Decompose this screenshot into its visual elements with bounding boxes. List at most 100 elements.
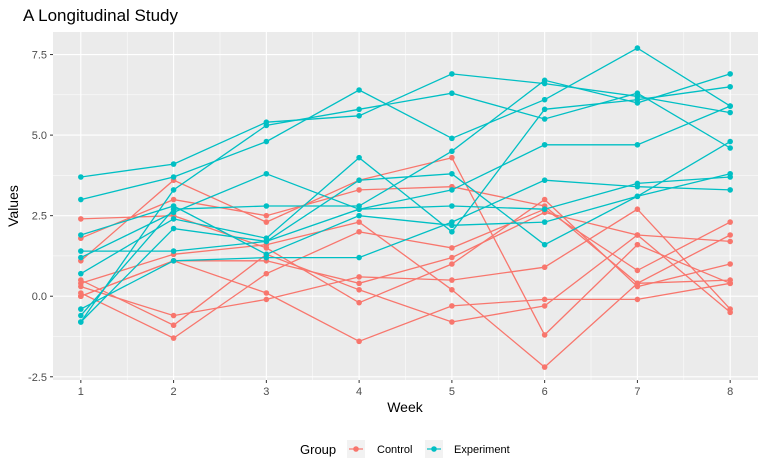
data-point-control <box>541 364 548 370</box>
data-point-control <box>170 335 177 341</box>
data-point-experiment <box>727 138 733 145</box>
data-point-control <box>263 212 270 219</box>
data-point-experiment <box>634 96 641 103</box>
x-tick-label: 8 <box>727 386 733 398</box>
series-line-control-3 <box>80 186 731 284</box>
data-point-control <box>356 219 362 225</box>
data-point-experiment <box>634 90 641 97</box>
data-point-control <box>449 245 455 251</box>
data-point-control <box>263 290 270 296</box>
legend-key-dot-control <box>353 446 359 452</box>
data-point-experiment <box>634 45 641 51</box>
data-point-control <box>541 196 548 203</box>
data-point-control <box>170 322 177 329</box>
data-point-control <box>634 267 641 274</box>
data-point-control <box>449 319 455 325</box>
series-lines <box>80 47 731 368</box>
data-point-experiment <box>170 161 177 167</box>
data-point-experiment <box>449 90 455 97</box>
series-line-control-9 <box>80 234 731 326</box>
y-tick-label: 0.0 <box>32 291 47 303</box>
series-line-experiment-19 <box>80 173 731 256</box>
data-point-experiment <box>449 71 455 77</box>
data-point-experiment <box>356 206 362 213</box>
data-point-control <box>356 187 362 193</box>
legend: Group Control Experiment <box>300 440 510 458</box>
data-point-control <box>356 274 362 280</box>
series-line-experiment-14 <box>80 105 731 259</box>
data-point-control <box>170 312 177 319</box>
data-point-experiment <box>170 209 177 216</box>
data-point-experiment <box>78 319 84 325</box>
data-point-experiment <box>727 71 733 77</box>
data-point-experiment <box>356 212 362 219</box>
data-point-experiment <box>727 170 733 177</box>
data-point-experiment <box>449 222 455 229</box>
data-point-control <box>634 296 641 303</box>
data-point-experiment <box>541 77 548 84</box>
data-point-experiment <box>634 141 641 148</box>
data-point-experiment <box>356 87 362 93</box>
x-axis-title: Week <box>387 399 424 415</box>
y-axis-title: Values <box>5 185 21 227</box>
data-point-experiment <box>449 135 455 142</box>
data-point-control <box>356 286 362 293</box>
data-point-control <box>449 303 455 309</box>
series-line-experiment-12 <box>80 92 731 323</box>
series-line-control-4 <box>80 198 731 304</box>
x-tick-label: 2 <box>171 386 177 398</box>
data-point-experiment <box>78 248 84 254</box>
data-point-control <box>78 293 84 300</box>
data-point-experiment <box>449 228 455 235</box>
data-point-experiment <box>263 251 270 258</box>
data-point-control <box>634 206 641 213</box>
data-point-experiment <box>356 177 362 184</box>
data-point-control <box>541 332 548 338</box>
legend-key-dot-experiment <box>431 446 437 452</box>
series-line-experiment-15 <box>80 86 731 275</box>
legend-label-control: Control <box>377 444 412 456</box>
x-tick-label: 4 <box>356 386 362 398</box>
data-point-experiment <box>727 109 733 116</box>
legend-item-experiment: Experiment <box>425 440 510 458</box>
data-point-control <box>449 286 455 293</box>
data-point-experiment <box>78 270 84 277</box>
data-point-experiment <box>170 225 177 232</box>
data-point-control <box>356 280 362 287</box>
x-tick-label: 6 <box>542 386 548 398</box>
series-line-experiment-11 <box>80 47 731 201</box>
data-point-experiment <box>634 193 641 200</box>
data-point-control <box>170 196 177 203</box>
data-point-control <box>634 280 641 287</box>
chart-title: A Longitudinal Study <box>23 6 179 25</box>
data-point-experiment <box>541 106 548 113</box>
x-tick-label: 5 <box>449 386 455 398</box>
data-point-experiment <box>170 187 177 193</box>
data-point-experiment <box>541 241 548 248</box>
data-point-experiment <box>263 238 270 245</box>
data-point-control <box>727 219 733 225</box>
data-point-control <box>449 261 455 267</box>
data-point-control <box>634 232 641 238</box>
data-point-control <box>727 232 733 238</box>
data-point-experiment <box>170 174 177 180</box>
data-point-experiment <box>78 312 84 319</box>
data-point-experiment <box>170 216 177 222</box>
data-point-experiment <box>356 154 362 161</box>
data-point-control <box>634 241 641 248</box>
data-point-experiment <box>449 170 455 177</box>
y-tick-label: -2.5 <box>28 372 47 384</box>
data-point-experiment <box>356 254 362 261</box>
data-point-experiment <box>356 106 362 113</box>
series-line-experiment-17 <box>80 176 731 252</box>
data-point-experiment <box>356 112 362 119</box>
series-line-experiment-16 <box>80 179 731 310</box>
data-point-experiment <box>263 203 270 209</box>
data-point-control <box>727 309 733 316</box>
legend-title: Group <box>300 442 336 457</box>
x-tick-label: 3 <box>263 386 269 398</box>
series-line-control-7 <box>80 221 731 368</box>
data-point-experiment <box>541 141 548 148</box>
data-point-experiment <box>449 187 455 193</box>
